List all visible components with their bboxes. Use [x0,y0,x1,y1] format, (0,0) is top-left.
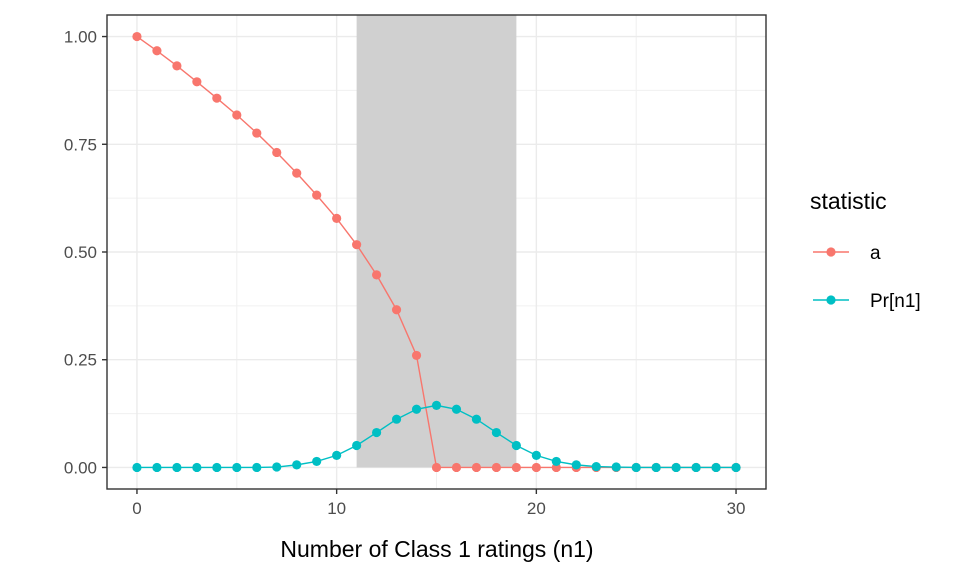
data-point-1 [731,462,741,473]
data-point-0 [232,110,242,120]
data-point-0 [371,270,382,280]
shaded-region [356,15,517,468]
data-point-1 [272,462,282,472]
legend: statistic a Pr[n1] [810,188,921,312]
legend-label: Pr[n1] [870,291,921,312]
data-point-1 [451,404,462,414]
data-point-1 [711,462,721,473]
data-point-1 [611,462,621,472]
data-point-1 [391,414,402,424]
data-point-1 [571,460,581,470]
axes: 0 10 20 30 0.00 0.25 0.50 0.75 1.00 [64,14,767,518]
x-axis-title: Number of Class 1 ratings (n1) [280,536,593,562]
data-point-1 [531,450,541,460]
x-tick-label: 10 [327,499,346,518]
data-point-1 [511,440,521,451]
legend-title: statistic [810,188,887,214]
data-point-0 [411,350,422,361]
data-point-0 [212,93,222,103]
data-point-0 [152,46,162,56]
data-point-0 [332,213,342,223]
y-tick-label: 0.25 [64,351,97,370]
data-point-1 [172,462,182,473]
y-tick-label: 1.00 [64,28,97,47]
data-point-1 [232,462,242,473]
data-point-1 [491,427,502,438]
data-point-1 [471,414,482,424]
y-tick-label: 0.50 [64,243,97,262]
data-point-1 [691,462,701,473]
data-point-0 [252,128,262,138]
y-tick-label: 0.75 [64,135,97,154]
data-point-0 [491,462,502,473]
data-point-1 [152,462,162,473]
data-point-1 [411,404,422,414]
data-point-1 [212,462,222,473]
data-point-1 [192,462,202,473]
data-point-0 [451,462,462,473]
data-point-0 [391,305,402,315]
legend-key-point [826,295,836,305]
x-tick-label: 0 [132,499,141,518]
data-point-1 [551,456,561,467]
data-point-0 [132,31,142,42]
data-point-1 [591,461,601,472]
data-point-1 [132,462,142,473]
data-point-1 [431,400,442,411]
data-point-1 [332,450,342,460]
data-point-0 [292,168,302,178]
x-tick-label: 30 [727,499,746,518]
data-point-0 [192,77,202,87]
legend-key-point [826,247,836,257]
data-point-0 [471,462,482,473]
data-point-1 [651,462,661,473]
data-point-1 [352,440,362,451]
data-point-1 [371,427,382,438]
data-point-0 [312,190,322,200]
data-point-0 [511,462,521,473]
data-point-1 [671,462,681,473]
plot-panel [107,15,766,489]
x-tick-label: 20 [527,499,546,518]
legend-label: a [870,243,881,264]
data-point-0 [272,147,282,158]
data-point-0 [431,462,442,473]
data-point-1 [252,462,262,473]
data-point-0 [531,462,541,473]
y-tick-label: 0.00 [64,458,97,477]
data-point-1 [312,456,322,467]
data-point-0 [352,240,362,250]
data-point-0 [172,61,182,71]
data-point-1 [292,460,302,470]
data-point-1 [631,462,641,473]
